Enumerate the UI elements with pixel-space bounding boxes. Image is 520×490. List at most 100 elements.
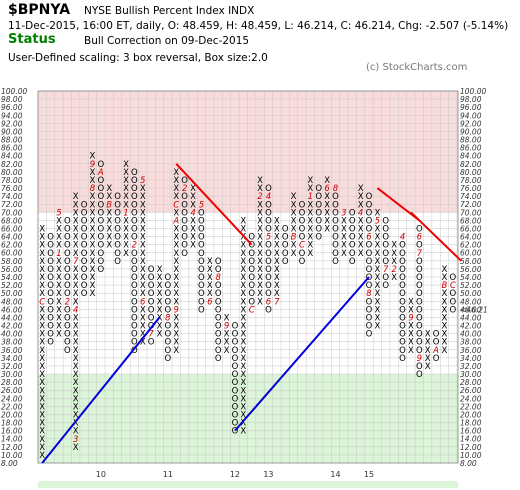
x-box: X	[224, 313, 230, 323]
o-box: O	[198, 208, 205, 218]
o-box: O	[215, 313, 222, 323]
o-box: O	[215, 297, 222, 307]
o-box: O	[131, 192, 138, 202]
o-box: O	[131, 322, 138, 332]
o-box: O	[232, 402, 239, 412]
o-box: O	[248, 289, 255, 299]
x-box: X	[73, 402, 79, 412]
o-box: O	[165, 281, 172, 291]
x-box: X	[291, 192, 297, 202]
o-box: O	[282, 233, 289, 243]
x-box: X	[207, 265, 213, 275]
x-box: X	[90, 152, 96, 162]
o-box: O	[299, 225, 306, 235]
o-box: O	[282, 249, 289, 259]
o-box: O	[299, 233, 306, 243]
o-box: O	[332, 216, 339, 226]
o-box: O	[47, 322, 54, 332]
x-box: X	[173, 168, 179, 178]
o-box: O	[165, 330, 172, 340]
x-box: X	[73, 443, 79, 453]
o-box: O	[382, 225, 389, 235]
x-box: X	[374, 305, 380, 315]
o-box: O	[332, 241, 339, 251]
x-box: X	[123, 160, 129, 170]
o-box: O	[64, 338, 71, 348]
y-tick-label-left: 58.00	[1, 257, 23, 266]
x-box: X	[374, 257, 380, 267]
x-box: X	[240, 330, 246, 340]
o-box: O	[416, 330, 423, 340]
x-box: X	[257, 265, 263, 275]
status-text: Bull Correction on 09-Dec-2015	[84, 35, 250, 47]
y-tick-label-left: 100.00	[1, 87, 27, 96]
o-box: O	[97, 200, 104, 210]
o-box: O	[215, 289, 222, 299]
x-box: X	[274, 241, 280, 251]
o-box: O	[282, 225, 289, 235]
x-box: X	[157, 297, 163, 307]
x-box: X	[274, 257, 280, 267]
x-box: X	[307, 216, 313, 226]
index-name: NYSE Bullish Percent Index INDX	[84, 5, 255, 17]
o-box: O	[181, 216, 188, 226]
x-box: X	[90, 192, 96, 202]
o-box: O	[299, 200, 306, 210]
o-box: O	[64, 346, 71, 356]
x-box: X	[240, 241, 246, 251]
o-box: O	[181, 176, 188, 186]
month-marker: 2	[132, 241, 137, 251]
o-box: O	[315, 200, 322, 210]
month-marker: 1	[123, 208, 128, 218]
y-tick-label-left: 66.00	[1, 224, 23, 233]
y-tick-label-right: 22.00	[460, 402, 482, 411]
o-box: O	[232, 386, 239, 396]
month-marker: 7	[148, 330, 154, 340]
y-tick-label-right: 80.00	[460, 168, 482, 177]
month-marker: C	[39, 297, 45, 307]
x-box: X	[425, 330, 431, 340]
o-box: O	[181, 249, 188, 259]
x-box: X	[39, 322, 45, 332]
o-box: O	[315, 208, 322, 218]
o-box: O	[399, 330, 406, 340]
x-box: X	[73, 386, 79, 396]
o-box: O	[131, 338, 138, 348]
o-box: O	[366, 313, 373, 323]
o-box: O	[399, 354, 406, 364]
o-box: O	[97, 257, 104, 267]
o-box: O	[81, 216, 88, 226]
y-tick-label-left: 12.00	[1, 443, 23, 452]
y-tick-label-left: 88.00	[1, 136, 23, 145]
y-tick-label-left: 84.00	[1, 152, 23, 161]
y-tick-label-right: 44.00	[460, 313, 482, 322]
o-box: O	[81, 257, 88, 267]
y-tick-label-left: 50.00	[1, 289, 23, 298]
o-box: O	[114, 249, 121, 259]
o-box: O	[366, 249, 373, 259]
x-box: X	[90, 289, 96, 299]
y-tick-label-left: 40.00	[1, 330, 23, 339]
month-marker: 3	[73, 435, 78, 445]
o-box: O	[97, 160, 104, 170]
y-tick-label-right: 72.00	[460, 200, 482, 209]
x-box: X	[173, 338, 179, 348]
o-box: O	[81, 208, 88, 218]
x-box: X	[90, 208, 96, 218]
x-axis-label: 11	[163, 470, 173, 479]
o-box: O	[114, 233, 121, 243]
month-marker: 6	[140, 297, 146, 307]
x-box: X	[240, 281, 246, 291]
month-marker: 5	[56, 208, 61, 218]
o-box: O	[265, 257, 272, 267]
x-box: X	[442, 330, 448, 340]
x-box: X	[291, 200, 297, 210]
x-box: X	[442, 338, 448, 348]
month-marker: 9	[174, 305, 179, 315]
o-box: O	[131, 330, 138, 340]
x-box: X	[240, 394, 246, 404]
o-box: O	[131, 265, 138, 275]
o-box: O	[131, 281, 138, 291]
o-box: O	[399, 281, 406, 291]
